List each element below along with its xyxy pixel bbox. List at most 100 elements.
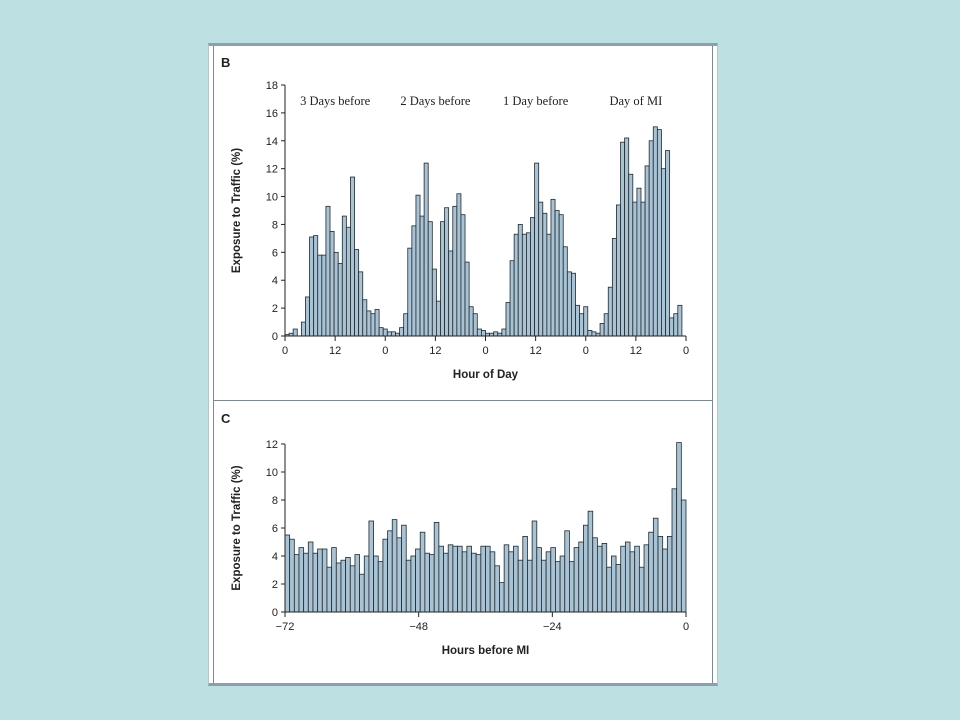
bar — [354, 554, 361, 613]
bar — [545, 551, 552, 613]
bar — [624, 541, 631, 613]
bar — [657, 535, 664, 613]
bar — [652, 517, 659, 613]
bar — [611, 237, 617, 337]
bar — [662, 548, 668, 613]
bar — [550, 198, 556, 337]
bar — [656, 129, 662, 337]
bar — [317, 548, 323, 613]
bar — [464, 261, 470, 337]
bar — [597, 545, 603, 613]
bar — [405, 559, 412, 613]
x-tick-label: 0 — [683, 345, 689, 357]
bar — [499, 582, 505, 613]
bar — [461, 551, 468, 613]
bar — [643, 544, 650, 613]
bar — [620, 545, 626, 613]
bar — [370, 313, 376, 337]
bar — [456, 193, 462, 337]
bar — [575, 304, 581, 337]
bar — [326, 566, 333, 613]
bar — [415, 194, 421, 337]
panel-divider — [213, 400, 713, 401]
bar — [513, 233, 519, 337]
bar — [610, 555, 617, 613]
bar — [378, 327, 384, 337]
bar — [583, 306, 589, 337]
bar — [303, 552, 309, 613]
bar — [443, 552, 449, 613]
bar — [448, 250, 454, 337]
bar — [307, 541, 314, 613]
bar — [377, 561, 384, 613]
bar — [471, 552, 477, 613]
bar — [558, 214, 564, 337]
bar — [333, 251, 339, 337]
y-tick-label: 8 — [272, 219, 278, 231]
panel-b-label: B — [221, 55, 230, 70]
panel-c-label: C — [221, 411, 231, 426]
bar — [669, 317, 675, 337]
bar — [349, 565, 356, 613]
bar — [396, 537, 402, 613]
bar — [531, 520, 538, 613]
bar — [673, 313, 679, 337]
bar — [640, 201, 646, 337]
bar — [680, 499, 687, 613]
bar — [587, 510, 594, 613]
bar — [321, 548, 328, 613]
bar — [309, 236, 315, 337]
y-tick-label: 12 — [266, 439, 278, 451]
bar — [475, 554, 482, 613]
y-tick-label: 16 — [266, 108, 278, 120]
y-tick-label: 0 — [272, 331, 278, 343]
bar — [313, 235, 319, 337]
bar — [527, 559, 533, 613]
bar — [677, 304, 683, 337]
figure-frame: B 0 2 4 6 8 10 12 14 16 18 0 12 0 12 0 12 0 12 0 Hour of Da… — [208, 43, 718, 686]
bar — [415, 548, 421, 613]
x-tick-label: 0 — [282, 345, 288, 357]
bar — [289, 538, 295, 613]
bar — [354, 249, 360, 337]
bar — [401, 524, 407, 613]
bar — [419, 531, 426, 613]
bar — [493, 331, 499, 337]
bar — [648, 531, 654, 613]
bar — [505, 302, 511, 337]
bar — [411, 225, 417, 337]
bar — [542, 212, 548, 337]
bar — [284, 534, 291, 613]
bar — [325, 205, 331, 337]
x-axis-title: Hour of Day — [453, 369, 519, 381]
bar — [634, 545, 640, 613]
inner-frame — [213, 46, 713, 683]
bar — [607, 286, 613, 337]
bar — [665, 150, 671, 337]
y-tick-label: 4 — [272, 551, 278, 563]
bar — [373, 555, 379, 613]
bar — [386, 331, 392, 337]
bar — [341, 215, 347, 337]
bar — [472, 313, 478, 337]
bar — [606, 566, 612, 613]
bar — [440, 221, 445, 337]
bar — [513, 545, 519, 613]
bar — [517, 224, 523, 337]
bar — [571, 272, 576, 337]
bar — [601, 542, 608, 613]
bar — [460, 214, 466, 337]
bar — [671, 488, 678, 613]
bar — [374, 309, 380, 337]
bar — [676, 442, 682, 613]
bar — [387, 530, 393, 613]
bar — [292, 328, 298, 337]
bar — [321, 254, 327, 337]
bar — [312, 552, 319, 613]
bar — [508, 551, 514, 613]
y-tick-label: 6 — [272, 523, 278, 535]
bar — [494, 565, 500, 613]
bar — [578, 541, 584, 613]
bar — [624, 137, 630, 337]
x-tick-label: 0 — [382, 345, 388, 357]
